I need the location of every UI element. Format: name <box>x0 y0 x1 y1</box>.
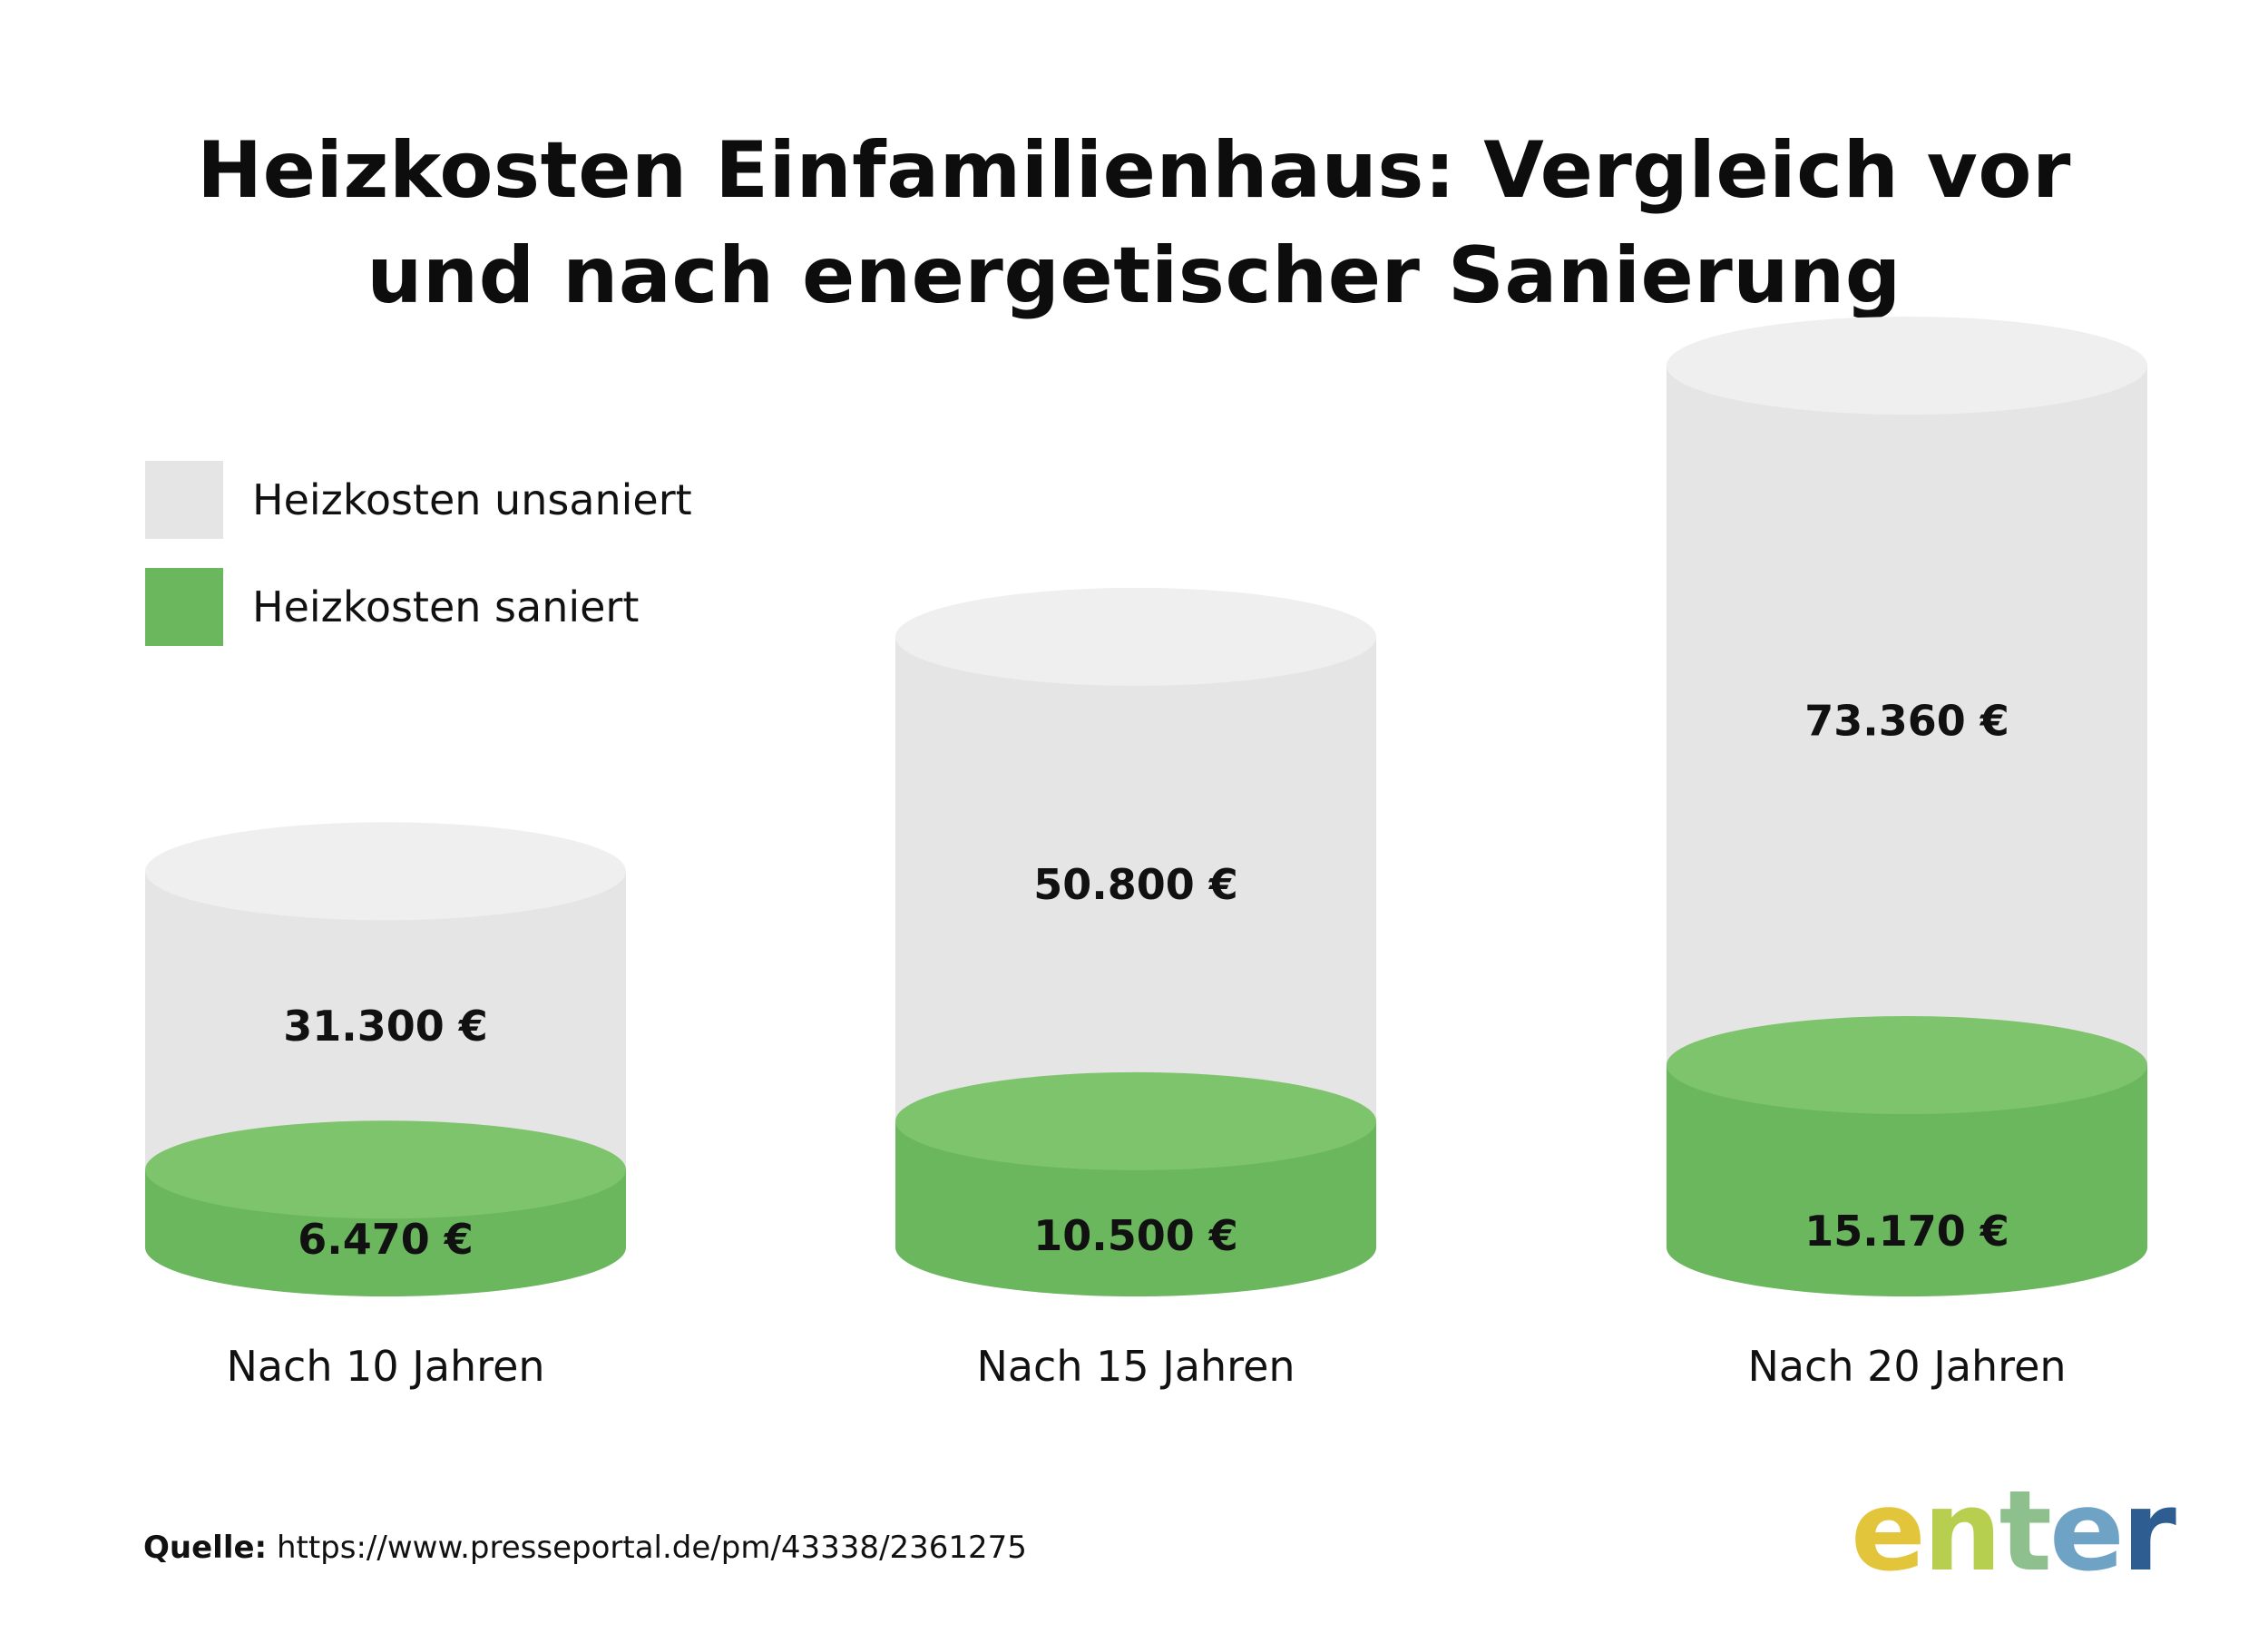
chart-title-line-1: Heizkosten Einfamilienhaus: Vergleich vo… <box>197 125 2071 216</box>
saniert-value-label-1: 6.470 € <box>298 1215 474 1264</box>
unsaniert-cylinder-1-top <box>145 822 626 921</box>
category-label-3: Nach 20 Jahren <box>1747 1342 2066 1391</box>
saniert-cylinder-3-top <box>1667 1015 2147 1114</box>
saniert-value-label-3: 15.170 € <box>1804 1207 2009 1256</box>
unsaniert-cylinder-3-top <box>1667 316 2147 415</box>
source-label: Quelle: <box>143 1530 268 1566</box>
category-label-1: Nach 10 Jahren <box>226 1342 544 1391</box>
logo-letter: n <box>1922 1467 2002 1596</box>
logo-letter: e <box>1851 1467 1926 1596</box>
legend-label-saniert: Heizkosten saniert <box>252 582 640 631</box>
chart-title-line-2: und nach energetischer Sanierung <box>367 230 1901 321</box>
unsaniert-value-label-2: 50.800 € <box>1033 860 1238 909</box>
legend-swatch-saniert <box>145 568 223 646</box>
logo-letter: t <box>1999 1467 2052 1596</box>
unsaniert-value-label-3: 73.360 € <box>1804 696 2009 745</box>
category-label-2: Nach 15 Jahren <box>976 1342 1295 1391</box>
legend-swatch-unsaniert <box>145 461 223 539</box>
saniert-cylinder-3-body <box>1667 1064 2147 1296</box>
chart-title: Heizkosten Einfamilienhaus: Vergleich vo… <box>0 118 2268 328</box>
logo-letter: e <box>2048 1467 2125 1596</box>
source-note: Quelle: https://www.presseportal.de/pm/4… <box>143 1528 1027 1568</box>
enter-logo: enter <box>1851 1467 2176 1596</box>
unsaniert-value-label-1: 31.300 € <box>283 1002 488 1051</box>
saniert-value-label-2: 10.500 € <box>1033 1211 1238 1260</box>
source-url: https://www.presseportal.de/pm/43338/236… <box>276 1530 1027 1566</box>
logo-letter: r <box>2121 1467 2176 1596</box>
unsaniert-cylinder-2-top <box>895 587 1376 686</box>
saniert-cylinder-2-body <box>895 1120 1376 1296</box>
saniert-cylinder-1-top <box>145 1120 626 1219</box>
saniert-cylinder-2-top <box>895 1071 1376 1170</box>
legend-label-unsaniert: Heizkosten unsaniert <box>252 475 692 524</box>
